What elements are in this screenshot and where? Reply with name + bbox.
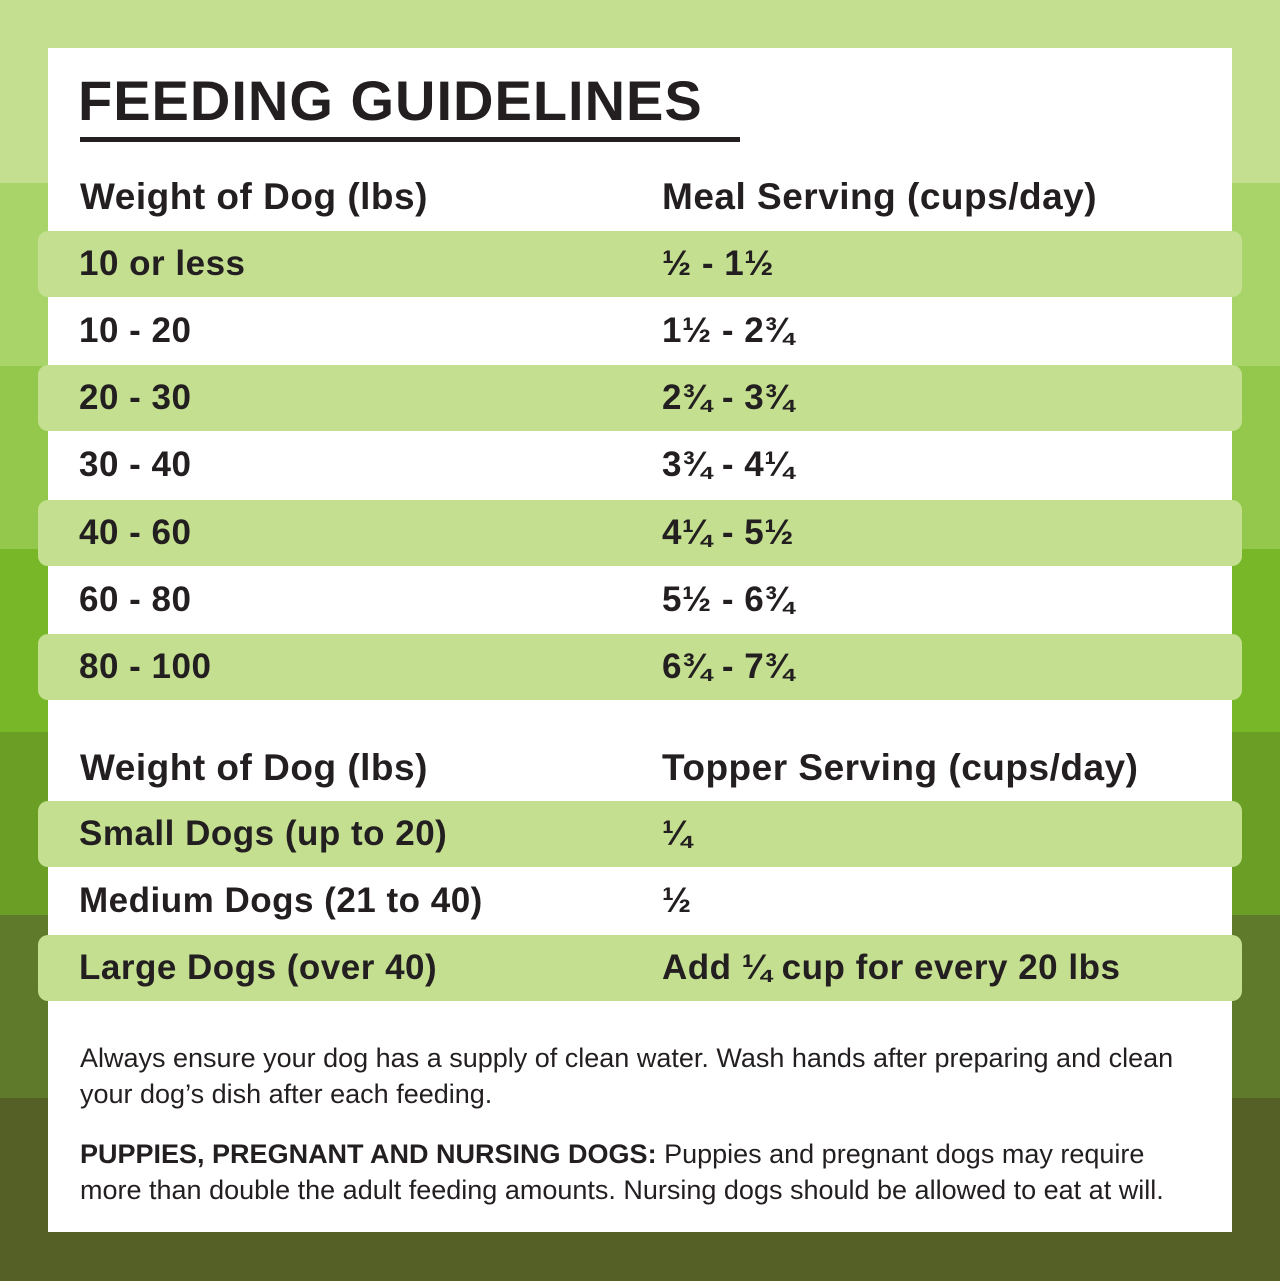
weight-cell: 80 - 100 (79, 647, 212, 686)
weight-cell: 30 - 40 (79, 445, 192, 484)
serving-cell: 1½ - 2¾ (662, 311, 794, 350)
title-underline (80, 137, 740, 142)
serving-cell: ½ - 1½ (662, 244, 774, 283)
table-row: Small Dogs (up to 20) ¼ (38, 801, 1242, 867)
weight-cell: Small Dogs (up to 20) (79, 814, 448, 853)
meal-header-weight: Weight of Dog (lbs) (80, 176, 428, 217)
serving-cell: ¼ (662, 814, 692, 853)
table-row: 60 - 80 5½ - 6¾ (38, 567, 1242, 633)
serving-cell: ½ (662, 881, 692, 920)
serving-cell: 2¾ - 3¾ (662, 378, 794, 417)
table-row: 80 - 100 6¾ - 7¾ (38, 634, 1242, 700)
puppies-note: PUPPIES, PREGNANT AND NURSING DOGS: Pupp… (80, 1136, 1210, 1208)
table-row: 20 - 30 2¾ - 3¾ (38, 365, 1242, 431)
weight-cell: 20 - 30 (79, 378, 192, 417)
topper-header-serving: Topper Serving (cups/day) (662, 747, 1139, 788)
table-row: 10 or less ½ - 1½ (38, 231, 1242, 297)
page-title: FEEDING GUIDELINES (78, 69, 703, 132)
weight-cell: 10 or less (79, 244, 246, 283)
table-row: 30 - 40 3¾ - 4¼ (38, 432, 1242, 498)
table-row: Medium Dogs (21 to 40) ½ (38, 868, 1242, 934)
table-row: 10 - 20 1½ - 2¾ (38, 298, 1242, 364)
water-note: Always ensure your dog has a supply of c… (80, 1043, 1174, 1109)
serving-cell: 4¼ - 5½ (662, 513, 794, 552)
weight-cell: 10 - 20 (79, 311, 192, 350)
puppies-label: PUPPIES, PREGNANT AND NURSING DOGS: (80, 1139, 657, 1169)
weight-cell: 60 - 80 (79, 580, 192, 619)
weight-cell: Medium Dogs (21 to 40) (79, 881, 483, 920)
table-row: Large Dogs (over 40) Add ¼ cup for every … (38, 935, 1242, 1001)
weight-cell: 40 - 60 (79, 513, 192, 552)
serving-cell: Add ¼ cup for every 20 lbs (662, 948, 1121, 987)
puppies-text: Puppies and pregnant dogs may require mo… (80, 1139, 1164, 1205)
weight-cell: Large Dogs (over 40) (79, 948, 438, 987)
serving-cell: 3¾ - 4¼ (662, 445, 794, 484)
serving-cell: 5½ - 6¾ (662, 580, 794, 619)
topper-header-weight: Weight of Dog (lbs) (80, 747, 428, 788)
serving-cell: 6¾ - 7¾ (662, 647, 794, 686)
meal-header-serving: Meal Serving (cups/day) (662, 176, 1098, 217)
table-row: 40 - 60 4¼ - 5½ (38, 500, 1242, 566)
